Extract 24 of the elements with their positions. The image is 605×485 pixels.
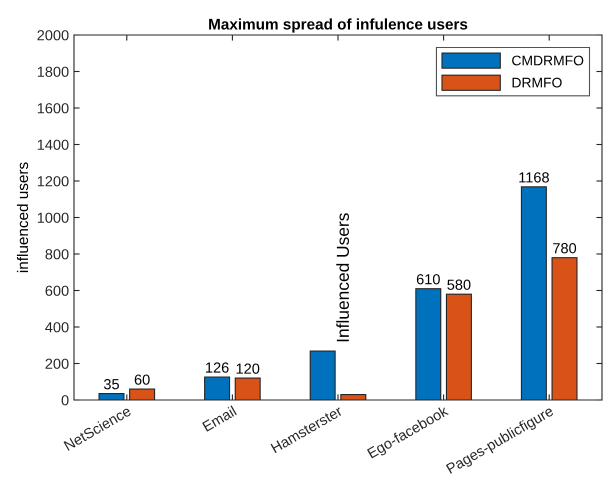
y-tick-label: 800 [45,249,69,260]
y-tick-label: 200 [46,358,69,369]
data-label: 60 [134,374,150,385]
y-tick-label: 1600 [38,103,69,114]
y-tick-label: 1800 [38,66,69,77]
data-label: 35 [104,379,119,390]
annotation: Influenced Users [336,213,349,342]
data-label: 120 [236,364,260,374]
data-label: 126 [206,362,229,373]
y-axis-title: influenced users [16,162,28,272]
y-tick-label: 1400 [38,140,69,150]
chart-title: Maximum spread of infulence users [209,18,468,33]
y-tick-label: 0 [62,395,69,406]
data-label: 1168 [519,172,549,183]
y-tick-label: 600 [46,286,69,296]
y-tick-label: 1000 [38,212,69,223]
y-tick-label: 400 [45,322,69,332]
legend-label: CMDRMFO [512,56,584,66]
data-label: 580 [447,280,471,290]
y-tick-label: 1200 [38,176,69,186]
data-label: 610 [416,274,440,284]
data-label: 780 [553,243,576,254]
legend-label: DRMFO [512,78,562,88]
y-tick-label: 2000 [37,30,69,40]
